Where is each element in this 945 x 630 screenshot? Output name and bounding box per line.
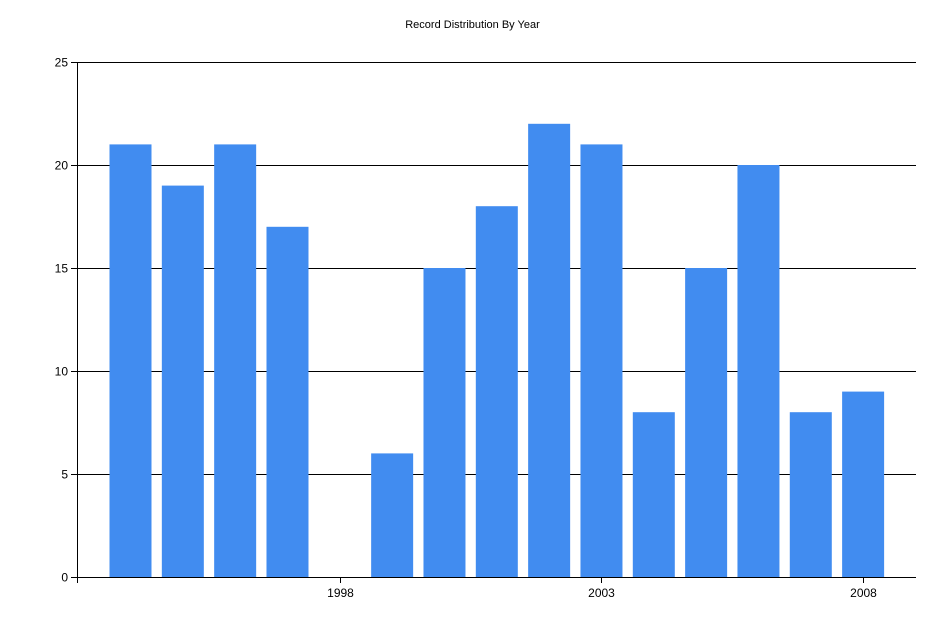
bar-1994 — [109, 144, 152, 577]
bar-2000 — [423, 268, 466, 577]
bar-2002 — [528, 123, 571, 578]
y-tick-label: 10 — [55, 365, 69, 379]
chart-title: Record Distribution By Year — [405, 19, 540, 31]
y-tick-label: 5 — [61, 468, 68, 482]
y-tick-label: 25 — [55, 56, 69, 70]
bar-2003 — [580, 144, 623, 577]
bar-series — [109, 123, 885, 578]
bar-1996 — [214, 144, 257, 577]
x-tick-label: 2008 — [850, 586, 877, 600]
bar-2008 — [842, 391, 885, 577]
bar-2005 — [685, 268, 728, 577]
bar-2001 — [475, 206, 518, 577]
y-tick-label: 0 — [61, 571, 68, 585]
bar-2004 — [632, 412, 675, 577]
x-axis-ticks: 1998 2003 2008 — [327, 577, 877, 600]
axes — [77, 62, 916, 583]
bar-1995 — [161, 185, 204, 577]
bar-1999 — [371, 453, 414, 577]
x-tick-label: 1998 — [327, 586, 354, 600]
y-axis-ticks: 0 5 10 15 20 25 — [55, 56, 77, 585]
y-tick-label: 20 — [55, 159, 69, 173]
x-tick-label: 2003 — [588, 586, 615, 600]
bar-2006 — [737, 165, 780, 577]
y-tick-label: 15 — [55, 262, 69, 276]
bar-2007 — [789, 412, 832, 577]
bar-1997 — [266, 226, 309, 578]
